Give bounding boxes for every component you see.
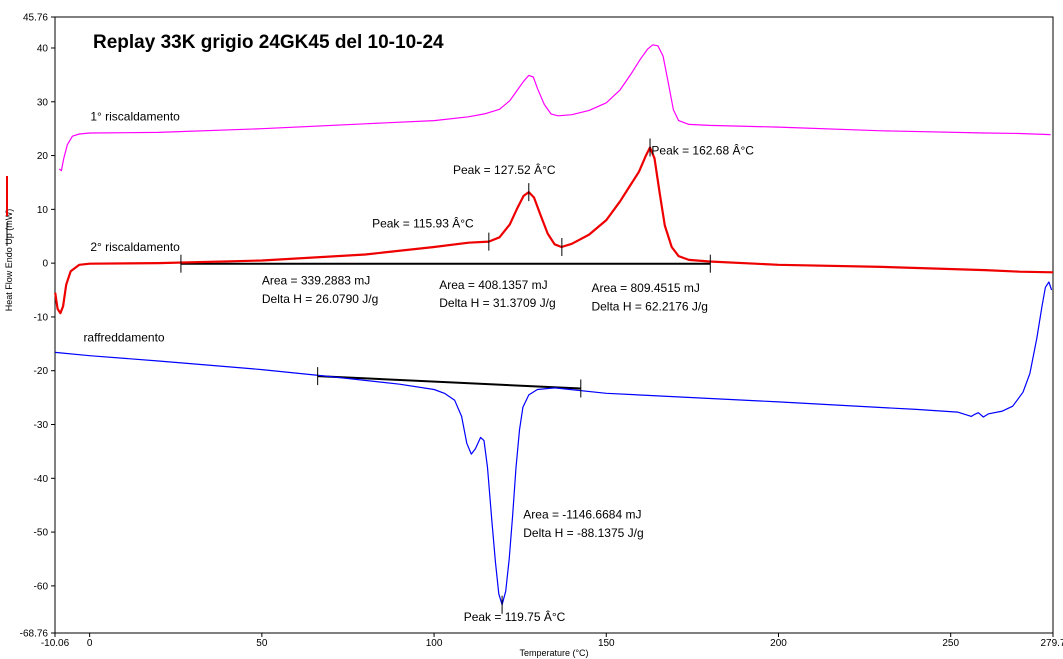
annotation-label: Area = 339.2883 mJ bbox=[262, 274, 370, 288]
annotation-label: Area = 408.1357 mJ bbox=[439, 278, 547, 292]
x-tick-label: 250 bbox=[942, 638, 959, 649]
x-tick-label: -10.06 bbox=[41, 638, 70, 649]
integration-baseline bbox=[317, 375, 581, 390]
y-axis-label: Heat Flow Endo Up (mW) bbox=[4, 209, 14, 312]
y-tick-label: 30 bbox=[37, 97, 49, 108]
chart-title: Replay 33K grigio 24GK45 del 10-10-24 bbox=[93, 32, 444, 53]
y-tick-label: -68.76 bbox=[20, 629, 49, 640]
y-tick-label: 40 bbox=[37, 43, 49, 54]
y-tick-label: 10 bbox=[37, 205, 49, 216]
y-tick-label: 45.76 bbox=[23, 13, 48, 24]
annotation-label: 2° riscaldamento bbox=[90, 240, 180, 254]
x-tick-label: 0 bbox=[87, 638, 93, 649]
annotation-label: Delta H = 26.0790 J/g bbox=[262, 292, 378, 306]
x-tick-label: 150 bbox=[598, 638, 615, 649]
y-tick-label: -10 bbox=[34, 312, 49, 323]
annotation-label: Area = -1146.6684 mJ bbox=[523, 508, 641, 522]
annotation-label: Peak = 115.93 Â°C bbox=[372, 216, 474, 231]
y-tick-label: 20 bbox=[37, 151, 49, 162]
y-tick-label: -30 bbox=[34, 420, 49, 431]
annotation-label: Delta H = 62.2176 J/g bbox=[591, 299, 707, 313]
annotation-label: raffreddamento bbox=[83, 331, 164, 345]
y-tick-label: -40 bbox=[34, 474, 49, 485]
series-line-3 bbox=[55, 281, 1053, 606]
x-axis-label: Temperature (°C) bbox=[519, 648, 588, 658]
x-tick-label: 279.7 bbox=[1040, 638, 1063, 649]
annotation-label: Area = 809.4515 mJ bbox=[591, 281, 699, 295]
annotation-label: Peak = 127.52 Â°C bbox=[453, 162, 556, 177]
y-tick-label: 0 bbox=[42, 259, 48, 270]
annotation-label: Delta H = -88.1375 J/g bbox=[523, 526, 643, 540]
annotation-label: Peak = 119.75 Â°C bbox=[464, 609, 566, 624]
series-line-2 bbox=[54, 146, 1054, 315]
series-line-1 bbox=[58, 44, 1051, 172]
annotation-label: Delta H = 31.3709 J/g bbox=[439, 296, 555, 310]
y-tick-label: -20 bbox=[34, 366, 49, 377]
x-tick-label: 50 bbox=[256, 638, 268, 649]
annotation-label: 1° riscaldamento bbox=[90, 110, 180, 124]
x-tick-label: 200 bbox=[770, 638, 787, 649]
x-tick-label: 100 bbox=[426, 638, 443, 649]
annotation-label: Peak = 162.68 Â°C bbox=[651, 142, 754, 157]
y-tick-label: -50 bbox=[34, 528, 49, 539]
y-tick-label: -60 bbox=[34, 581, 49, 592]
plot-frame bbox=[54, 16, 1054, 634]
